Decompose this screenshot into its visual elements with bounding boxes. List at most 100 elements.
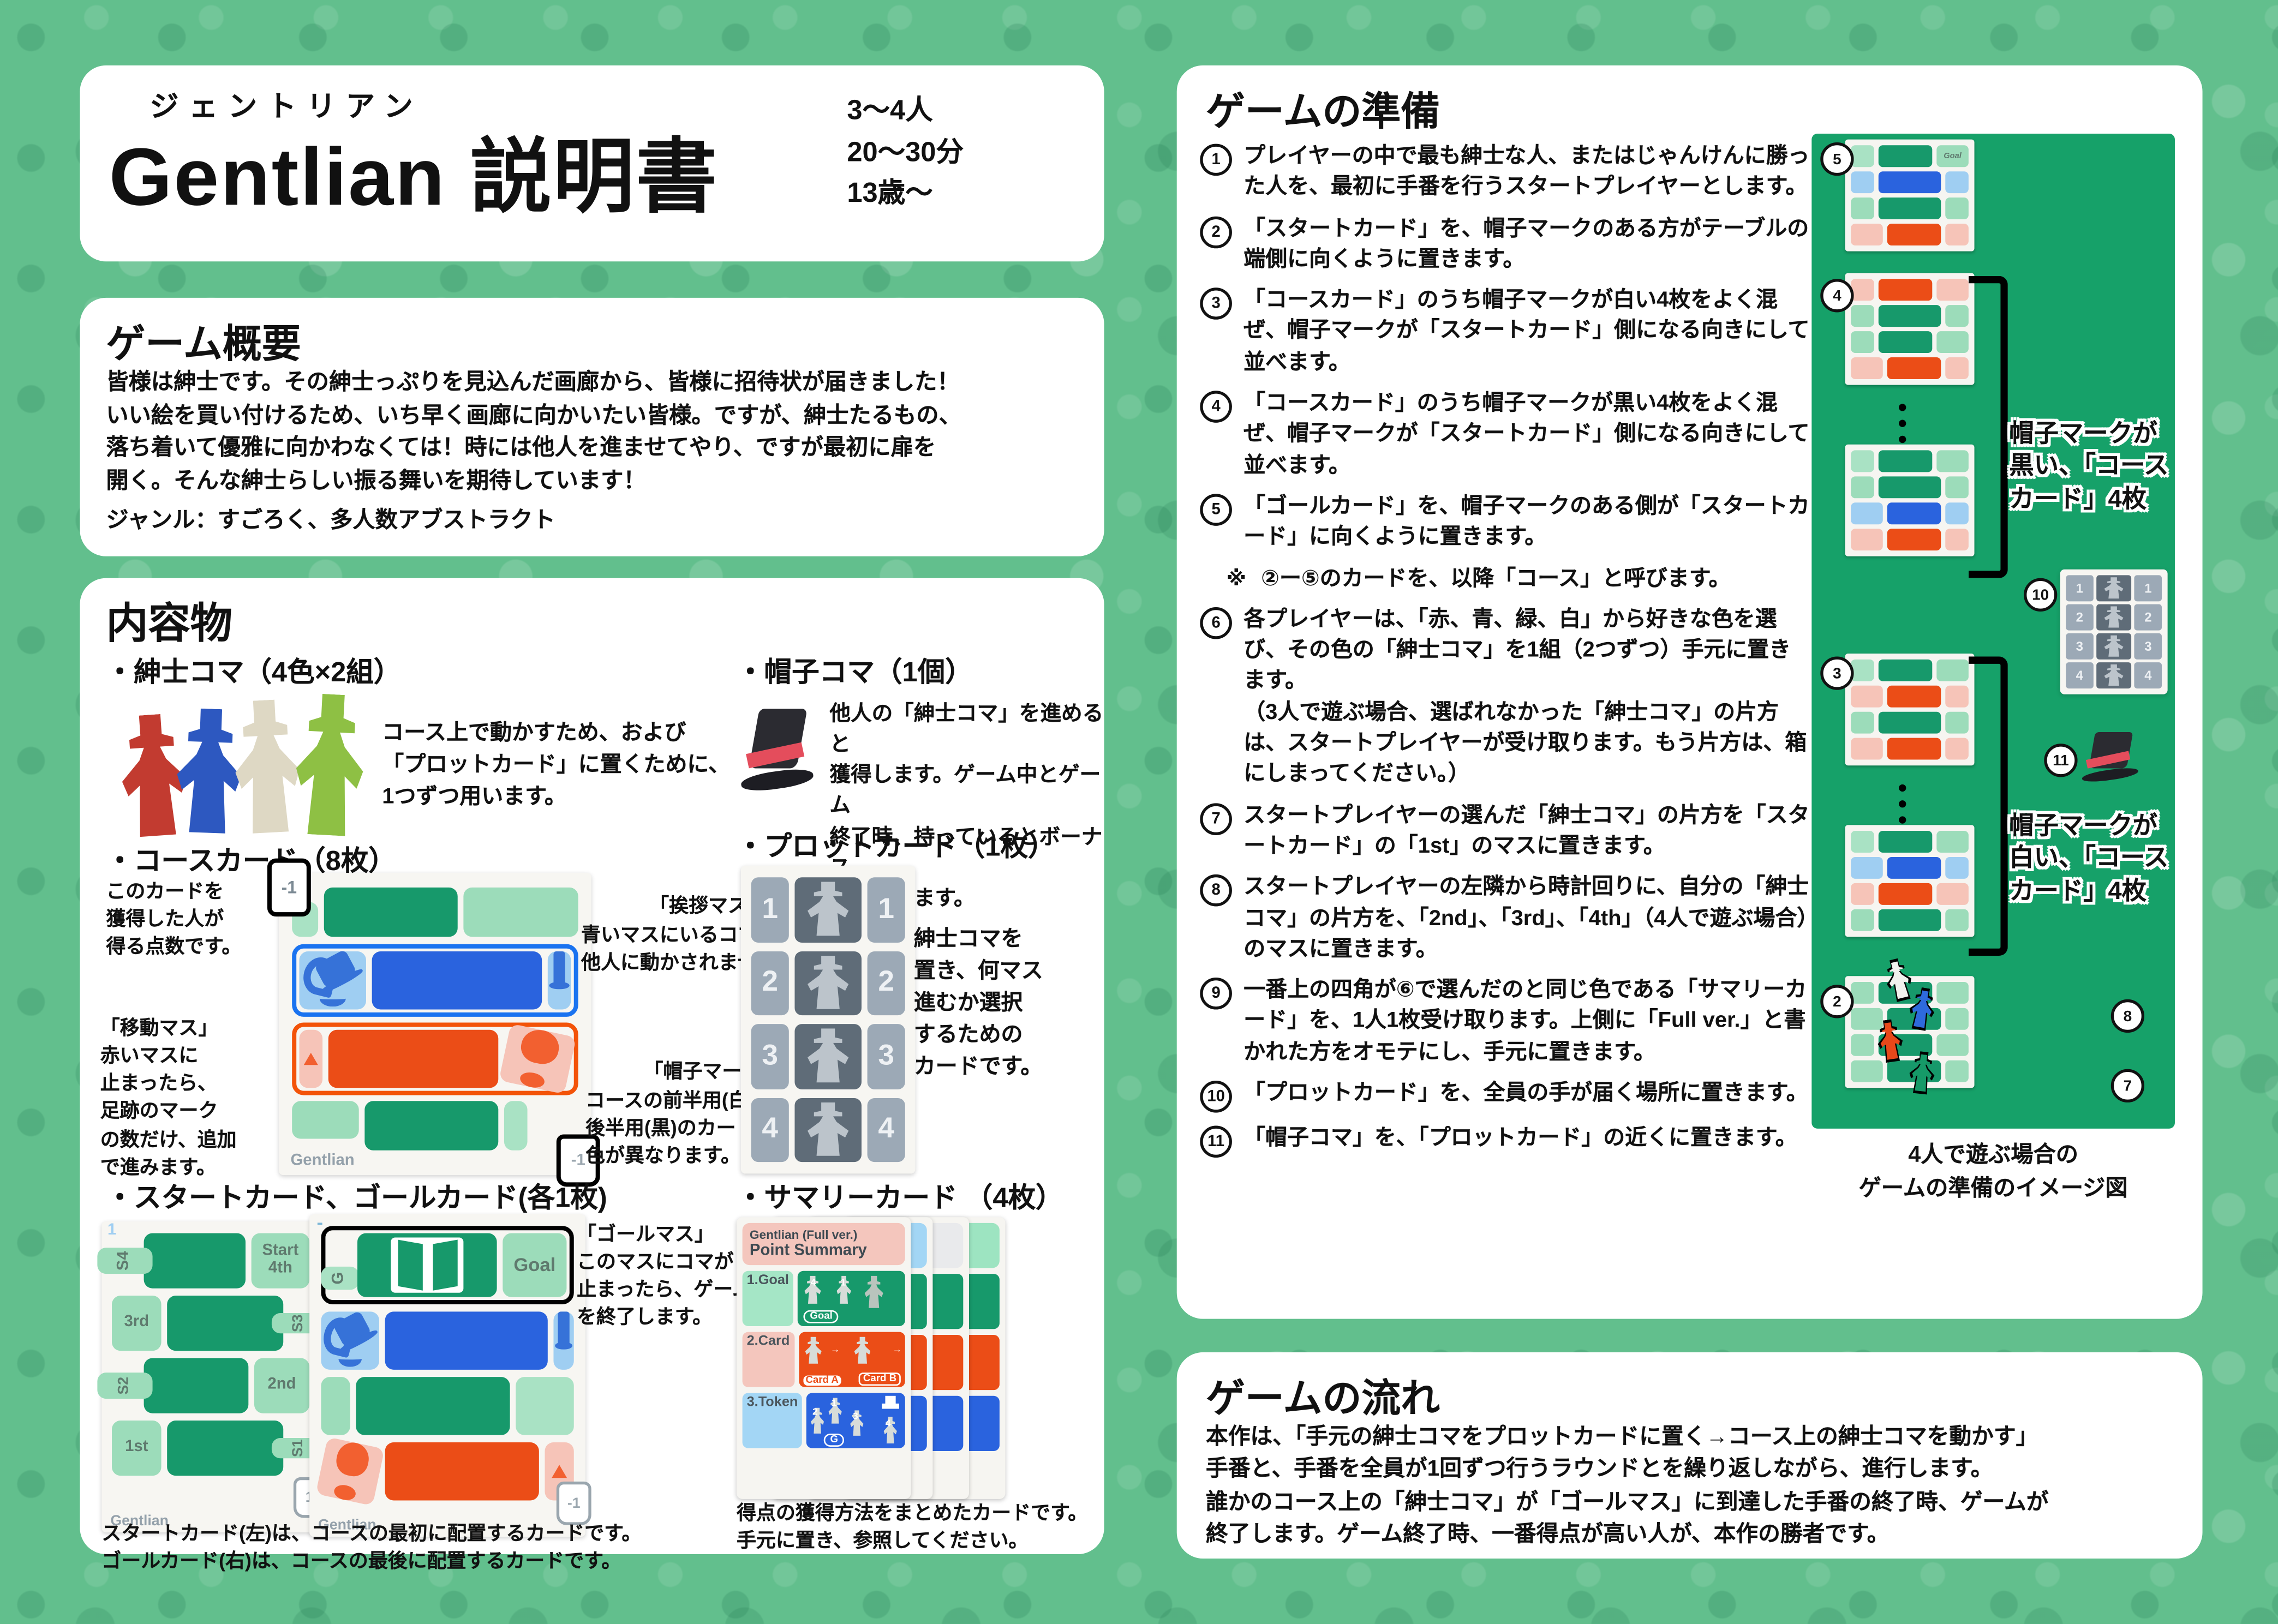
title-panel: ジェントリアン Gentlian 説明書 3〜4人 20〜30分 13歳〜 bbox=[80, 65, 1104, 262]
overview-panel: ゲーム概要 皆様は紳士です。その紳士っぷりを見込んだ画廊から、皆様に招待状が届き… bbox=[80, 297, 1104, 556]
flow-heading: ゲームの流れ bbox=[1205, 1377, 1440, 1421]
gentleman-pawns-photo bbox=[121, 694, 375, 840]
bracket-white-cards bbox=[1968, 656, 2008, 956]
hat-icon bbox=[882, 1395, 900, 1409]
start-3rd: 3rd bbox=[112, 1296, 162, 1351]
diagram-caption: 4人で遊ぶ場合の ゲームの準備のイメージ図 bbox=[1858, 1143, 2128, 1201]
pawns-label: ・紳士コマ（4色×2組） bbox=[106, 658, 402, 689]
setup-step: 11 「帽子コマ」を、「プロットカード」の近くに置きます。 bbox=[1200, 1123, 1810, 1158]
gentleman-silhouette-icon bbox=[794, 1024, 862, 1089]
pawns-desc: コース上で動かすため、および 「プロットカード」に置くために、 1つずつ用います… bbox=[382, 720, 731, 809]
overview-heading: ゲーム概要 bbox=[106, 322, 301, 366]
ellipsis-dots bbox=[1899, 784, 1906, 824]
card-brand: Gentlian bbox=[318, 1518, 376, 1534]
diagram-goal-card: Goal bbox=[1845, 139, 1975, 251]
footprint-icon bbox=[499, 1023, 577, 1094]
card-brand: Gentlian bbox=[290, 1152, 355, 1170]
footprint-icon bbox=[315, 1437, 385, 1506]
setup-step: 8 スタートプレイヤーの左隣から時計回りに、自分の「紳士コマ」の片方を、「2nd」… bbox=[1200, 872, 1810, 964]
bracket-black-cards bbox=[1968, 275, 2008, 578]
setup-step: 9 一番上の四角が⑥で選んだのと同じ色である「サマリーカード」を、1人1枚受け取り… bbox=[1200, 975, 1810, 1068]
setup-heading: ゲームの準備 bbox=[1205, 90, 1440, 134]
summary-card-label: ・サマリーカード （4枚） bbox=[736, 1184, 1063, 1214]
course-card-label: ・コースカード（8枚） bbox=[106, 847, 396, 878]
course-note-points: このカードを 獲得した人が 得る点数です。 bbox=[106, 880, 242, 958]
flow-body: 本作は、「手元の紳士コマをプロットカードに置く→コース上の紳士コマを動かす」 手… bbox=[1205, 1425, 2049, 1547]
setup-step: 10 「プロットカード」を、全員の手が届く場所に置きます。 bbox=[1200, 1078, 1810, 1113]
diagram-marker-11: 11 bbox=[2044, 744, 2078, 777]
triangle-icon bbox=[303, 1052, 318, 1065]
diagram-marker-8: 8 bbox=[2110, 999, 2145, 1033]
title-duration: 20〜30分 bbox=[847, 137, 964, 168]
title-players: 3〜4人 bbox=[847, 95, 933, 127]
components-heading: 内容物 bbox=[106, 601, 233, 648]
diagram-marker-4: 4 bbox=[1820, 279, 1854, 313]
start-4th: Start 4th bbox=[251, 1233, 310, 1289]
diagram-start-card bbox=[1845, 976, 1975, 1088]
flow-panel: ゲームの流れ 本作は、「手元の紳士コマをプロットカードに置く→コース上の紳士コマ… bbox=[1176, 1352, 2203, 1559]
setup-step: 3 「コースカード」のうち帽子マークが白い4枚をよく混ぜ、帽子マークが「スタートカ… bbox=[1200, 285, 1810, 377]
setup-step: 7 スタートプレイヤーの選んだ「紳士コマ」の片方を「スタートカード」の「1st」の… bbox=[1200, 800, 1810, 861]
minus-one-badge: -1 bbox=[267, 858, 311, 917]
diagram-marker-10: 10 bbox=[2024, 578, 2058, 612]
setup-diagram: 5 Goal 4 帽子マークが 黒い、「コース bbox=[1811, 133, 2175, 1129]
start-s4: S4 bbox=[97, 1248, 153, 1274]
plot-card-label: ・プロットカード（1枚） bbox=[736, 832, 1056, 863]
hat-minus-one-badge: -1 bbox=[556, 1134, 600, 1187]
title-name-en: Gentlian bbox=[109, 130, 446, 223]
overview-body: 皆様は紳士です。その紳士っぷりを見込んだ画廊から、皆様に招待状が届きました！ い… bbox=[106, 370, 961, 494]
start-card-figure: 1 S4 Start 4th 3rd S3 S2 2nd 1st S1 Ge bbox=[97, 1221, 327, 1533]
start-goal-caption: スタートカード(左)は、コースの最初に配置するカードです。 ゴールカード(右)は… bbox=[101, 1522, 642, 1572]
start-corner: 1 bbox=[107, 1221, 117, 1239]
setup-step: 4 「コースカード」のうち帽子マークが黒い4枚をよく混ぜ、帽子マークが「スタートカ… bbox=[1200, 388, 1810, 481]
goal-g: G bbox=[321, 1266, 359, 1290]
meeple-green-icon bbox=[291, 693, 369, 842]
course-card-figure: Gentlian -1 -1 bbox=[267, 858, 600, 1187]
start-1st: 1st bbox=[112, 1421, 162, 1476]
setup-steps: 1 プレイヤーの中で最も紳士な人、またはじゃんけんに勝った人を、最初に手番を行うス… bbox=[1200, 141, 1810, 1168]
components-panel: 内容物 ・紳士コマ（4色×2組） コース上で動かすため、および 「プロットカード… bbox=[80, 578, 1104, 1572]
setup-step: 5 「ゴールカード」を、帽子マークのある側が「スタートカード」に向くように置きます… bbox=[1200, 491, 1810, 553]
summary-header-1: Gentlian (Full ver.) bbox=[749, 1227, 858, 1242]
door-icon bbox=[391, 1237, 464, 1293]
course-note-move: 「移動マス」 赤いマスに 止まったら、 足跡のマーク の数だけ、追加 で進みます… bbox=[100, 1016, 237, 1178]
goal-corner: - bbox=[316, 1211, 324, 1233]
diagram-marker-5: 5 bbox=[1820, 142, 1854, 176]
setup-step: 1 プレイヤーの中で最も紳士な人、またはじゃんけんに勝った人を、最初に手番を行うス… bbox=[1200, 141, 1810, 202]
title-name-suffix: 説明書 bbox=[470, 130, 719, 223]
goal-card-figure: - G Goal Gentlian -1 bbox=[309, 1211, 591, 1537]
summary-cards-figure: er.)ry er.)ry er.)ry Gentlian (Full bbox=[736, 1217, 1085, 1499]
title-furigana: ジェントリアン bbox=[150, 91, 423, 124]
card-brand: Gentlian bbox=[110, 1513, 169, 1530]
ellipsis-dots bbox=[1899, 404, 1906, 444]
hat-label: ・帽子コマ（1個） bbox=[736, 658, 973, 689]
start-2nd: 2nd bbox=[254, 1358, 310, 1413]
diagram-course-card-black bbox=[1845, 273, 1975, 385]
meeple-blue-icon bbox=[174, 708, 245, 837]
diagram-course-card-white bbox=[1845, 825, 1975, 937]
setup-step-note: ※ ②ー⑤のカードを、以降「コース」と呼びます。 bbox=[1226, 566, 1731, 591]
gentleman-silhouette-icon bbox=[794, 877, 862, 942]
goal-text: Goal bbox=[503, 1233, 567, 1297]
diagram-marker-7: 7 bbox=[2110, 1069, 2145, 1102]
diagram-marker-3: 3 bbox=[1820, 656, 1854, 690]
plot-card-desc: 紳士コマを 置き、何マス 進むか選択 するための カードです。 bbox=[913, 926, 1043, 1079]
summary-header-2: Point Summary bbox=[749, 1242, 867, 1260]
summary-card-front: Gentlian (Full ver.) Point Summary 1.Goa… bbox=[736, 1217, 911, 1499]
hat-badge-minus-one: -1 bbox=[556, 1481, 591, 1525]
start-goal-label: ・スタートカード、ゴールカード(各1枚) bbox=[106, 1184, 607, 1214]
diagram-course-card-black bbox=[1845, 444, 1975, 556]
gentleman-silhouette-icon bbox=[794, 1097, 862, 1162]
top-hat-icon bbox=[740, 709, 820, 794]
gentleman-silhouette-icon bbox=[794, 950, 862, 1016]
top-hat-icon bbox=[2081, 732, 2143, 784]
setup-step: 6 各プレイヤーは、「赤、青、緑、白」から好きな色を選び、その色の「紳士コマ」を1… bbox=[1200, 604, 1810, 789]
diagram-course-card-white bbox=[1845, 654, 1975, 766]
diagram-marker-2: 2 bbox=[1820, 985, 1854, 1018]
goal-note: 「ゴールマス」 このマスにコマが 止まったら、ゲーム を終了します。 bbox=[577, 1223, 752, 1328]
setup-panel: ゲームの準備 1 プレイヤーの中で最も紳士な人、またはじゃんけんに勝った人を、最初… bbox=[1176, 65, 2203, 1319]
setup-step: 2 「スタートカード」を、帽子マークのある方がテーブルの端側に向くように置きます。 bbox=[1200, 213, 1810, 274]
